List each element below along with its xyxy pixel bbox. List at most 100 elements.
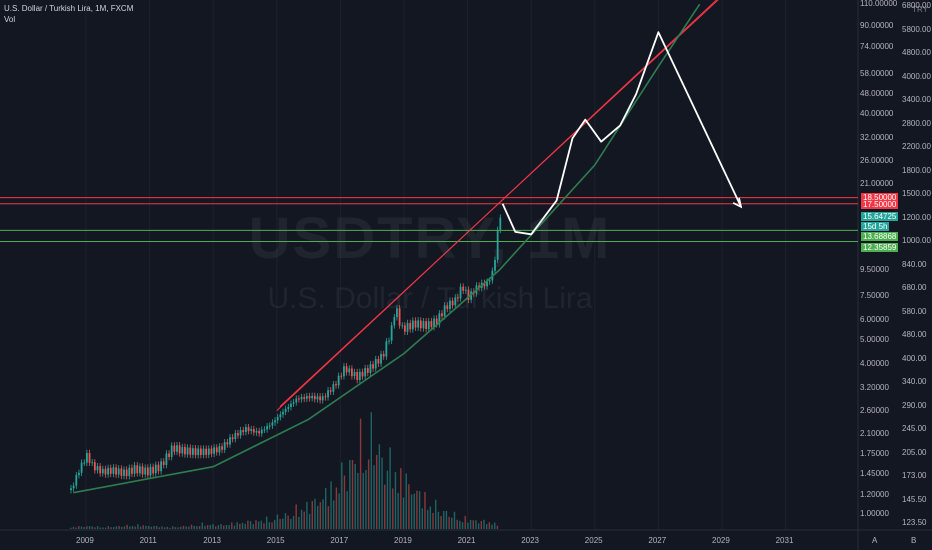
candle-body xyxy=(457,297,459,299)
candle-body xyxy=(414,320,417,328)
candle-body xyxy=(80,462,83,473)
candle-body xyxy=(282,411,284,415)
volume-bar xyxy=(123,526,126,529)
volume-bar xyxy=(435,499,437,529)
y-right-tick-label: 340.00 xyxy=(902,377,927,386)
volume-bar xyxy=(155,525,158,529)
candle-body xyxy=(197,448,200,456)
y-tick-label: 2.10000 xyxy=(860,428,889,438)
candle-body xyxy=(377,359,380,364)
volume-bar xyxy=(121,526,123,529)
candle-body xyxy=(422,321,425,329)
volume-bar xyxy=(91,526,93,529)
volume-bar xyxy=(164,527,166,529)
volume-bar xyxy=(223,525,225,529)
price-label-1: 17.50000 xyxy=(861,199,899,209)
candle-body xyxy=(385,341,388,357)
watermark-name: U.S. Dollar / Turkish Lira xyxy=(267,282,593,315)
candle-body xyxy=(311,395,314,399)
volume-bar xyxy=(378,444,381,529)
x-tick-label: 2023 xyxy=(521,536,539,545)
volume-bar xyxy=(400,468,402,529)
volume-bar xyxy=(469,519,472,529)
candle-body xyxy=(141,466,144,475)
candle-body xyxy=(494,259,496,271)
axis-letter-a[interactable]: A xyxy=(872,536,878,545)
y-right-tick-label: 145.50 xyxy=(902,494,927,504)
watermark-symbol: USDTRY, 1M xyxy=(248,206,612,271)
y-right-tick-label: 680.00 xyxy=(902,283,927,292)
volume-bar xyxy=(333,500,335,529)
volume-bar xyxy=(137,524,139,529)
y-tick-label: 1.45000 xyxy=(860,468,889,478)
symbol-title[interactable]: U.S. Dollar / Turkish Lira, 1M, FXCM xyxy=(4,4,134,13)
candle-body xyxy=(205,448,208,455)
candle-body xyxy=(149,466,152,476)
volume-bar xyxy=(161,526,163,529)
candle-body xyxy=(382,353,385,357)
volume-bar xyxy=(86,526,88,529)
candle-body xyxy=(298,398,300,400)
y-right-tick-label: 4800.00 xyxy=(902,48,931,57)
y-tick-label: 32.00000 xyxy=(860,133,894,143)
candle-body xyxy=(409,322,412,330)
axis-letter-b[interactable]: B xyxy=(911,536,917,545)
volume-indicator-label[interactable]: Vol xyxy=(4,15,16,24)
y-right-tick-label: 123.50 xyxy=(902,518,927,527)
volume-bar xyxy=(389,447,391,529)
candle-body xyxy=(435,318,438,325)
candle-body xyxy=(425,321,427,330)
candle-body xyxy=(351,368,353,377)
volume-bar xyxy=(496,525,499,529)
price-label-2: 15.64725 xyxy=(861,212,899,221)
volume-bar xyxy=(118,525,120,529)
y-right-tick-label: 1200.00 xyxy=(902,212,931,222)
candle-body xyxy=(199,448,202,455)
candle-body xyxy=(266,426,268,430)
candle-body xyxy=(488,280,491,282)
candle-body xyxy=(109,467,112,474)
volume-bar xyxy=(153,525,155,529)
candle-body xyxy=(300,397,303,400)
volume-bar xyxy=(300,509,303,529)
volume-bar xyxy=(410,494,413,529)
volume-bar xyxy=(94,527,96,529)
candle-body xyxy=(245,427,247,433)
volume-bar xyxy=(445,510,448,529)
y-right-tick-label: 480.00 xyxy=(902,330,927,339)
volume-bar xyxy=(150,526,152,529)
volume-bar xyxy=(418,491,421,529)
volume-bar xyxy=(260,520,263,529)
candle-body xyxy=(239,430,242,436)
candle-body xyxy=(329,390,332,392)
volume-bar xyxy=(370,412,373,529)
candle-body xyxy=(218,446,221,453)
volume-bar xyxy=(193,525,195,529)
currency-label[interactable]: TRY xyxy=(912,5,928,14)
volume-bar xyxy=(373,465,375,529)
y-tick-label: 21.00000 xyxy=(860,178,894,188)
candle-body xyxy=(398,308,401,326)
candle-body xyxy=(117,468,120,475)
x-tick-label: 2025 xyxy=(584,536,603,545)
y-tick-label: 1.75000 xyxy=(860,448,889,458)
candle-body xyxy=(404,325,406,332)
y-tick-label: 5.00000 xyxy=(860,334,889,344)
candle-body xyxy=(353,371,356,377)
candle-body xyxy=(154,464,157,474)
candle-body xyxy=(348,368,351,373)
volume-bar xyxy=(268,522,271,529)
volume-bar xyxy=(416,490,418,529)
candle-body xyxy=(202,448,205,455)
volume-bar xyxy=(362,472,364,529)
candle-body xyxy=(401,325,404,327)
volume-bar xyxy=(236,522,238,529)
candle-body xyxy=(417,320,420,328)
candle-body xyxy=(276,417,279,421)
volume-bar xyxy=(212,524,214,529)
candle-body xyxy=(284,408,287,412)
volume-bar xyxy=(346,491,348,529)
volume-bar xyxy=(375,454,378,529)
y-tick-label: 7.50000 xyxy=(860,290,889,300)
